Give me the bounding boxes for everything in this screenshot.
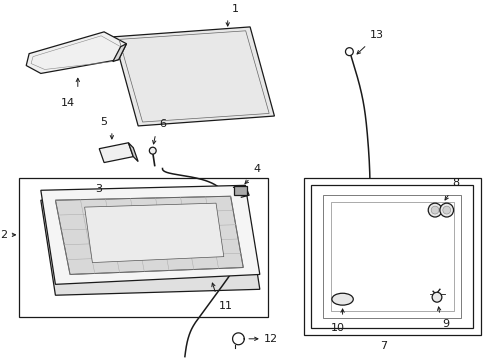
Circle shape <box>149 147 156 154</box>
Polygon shape <box>114 27 274 126</box>
Bar <box>233 186 246 195</box>
Text: 12: 12 <box>263 334 277 344</box>
Bar <box>303 179 480 335</box>
Text: 9: 9 <box>441 319 448 329</box>
Text: 13: 13 <box>369 30 383 40</box>
Text: 14: 14 <box>61 98 75 108</box>
Text: 5: 5 <box>101 117 107 127</box>
Circle shape <box>345 48 352 55</box>
Bar <box>20 179 267 317</box>
Text: 10: 10 <box>330 323 344 333</box>
Circle shape <box>442 206 450 214</box>
Polygon shape <box>55 196 243 274</box>
Bar <box>330 202 452 311</box>
Ellipse shape <box>331 293 352 305</box>
Circle shape <box>439 203 452 217</box>
Text: 6: 6 <box>159 119 166 129</box>
Text: 4: 4 <box>252 165 260 175</box>
Bar <box>323 195 460 318</box>
Polygon shape <box>99 143 133 163</box>
Text: 7: 7 <box>379 341 386 351</box>
Text: 11: 11 <box>219 301 232 311</box>
Text: 2: 2 <box>0 230 8 240</box>
Circle shape <box>430 206 438 214</box>
Circle shape <box>427 203 441 217</box>
Polygon shape <box>26 32 126 73</box>
Bar <box>311 185 472 328</box>
Text: 3: 3 <box>95 184 102 194</box>
Polygon shape <box>128 143 138 162</box>
Polygon shape <box>41 185 259 284</box>
Text: 1: 1 <box>231 4 238 14</box>
Polygon shape <box>84 203 224 262</box>
Polygon shape <box>41 196 259 295</box>
Circle shape <box>431 292 441 302</box>
Text: 8: 8 <box>451 178 459 188</box>
Polygon shape <box>113 44 126 62</box>
